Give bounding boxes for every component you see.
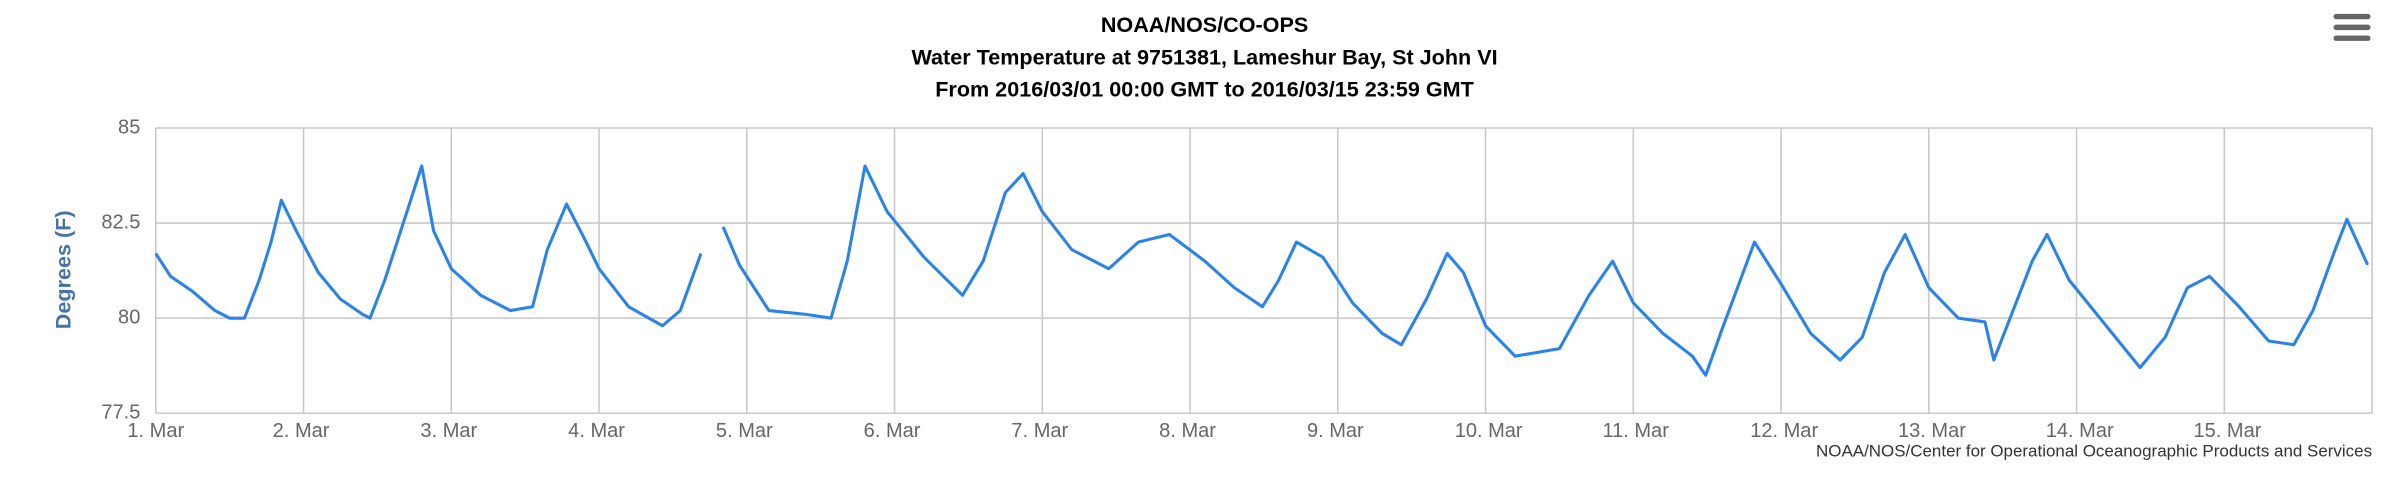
menu-button[interactable] bbox=[2333, 13, 2371, 41]
x-tick-label: 8. Mar bbox=[1159, 420, 1216, 442]
x-tick-label: 1. Mar bbox=[127, 420, 184, 442]
data-line bbox=[154, 164, 2370, 377]
x-tick-label: 13. Mar bbox=[1898, 420, 1966, 442]
menu-bar[interactable] bbox=[2333, 35, 2371, 41]
chart-subtitle: Water Temperature at 9751381, Lameshur B… bbox=[911, 44, 1497, 69]
x-tick-label: 14. Mar bbox=[2046, 420, 2114, 442]
x-tick-label: 10. Mar bbox=[1455, 420, 1523, 442]
x-tick-label: 6. Mar bbox=[864, 420, 921, 442]
chart-title: NOAA/NOS/CO-OPS bbox=[1101, 12, 1308, 37]
x-tick-label: 9. Mar bbox=[1307, 420, 1364, 442]
chart-subtitle: From 2016/03/01 00:00 GMT to 2016/03/15 … bbox=[935, 77, 1474, 102]
x-tick-label: 4. Mar bbox=[568, 420, 625, 442]
x-tick-label: 7. Mar bbox=[1011, 420, 1068, 442]
y-axis-label: Degrees (F) bbox=[50, 210, 75, 329]
credits: NOAA/NOS/Center for Operational Oceanogr… bbox=[1816, 441, 2372, 460]
y-tick-label: 77.5 bbox=[101, 402, 140, 424]
x-tick-label: 2. Mar bbox=[273, 420, 330, 442]
menu-bar[interactable] bbox=[2333, 13, 2371, 20]
x-tick-label: 15. Mar bbox=[2193, 420, 2261, 442]
x-tick-label: 5. Mar bbox=[716, 420, 773, 442]
y-tick-label: 85 bbox=[118, 116, 140, 138]
y-tick-label: 80 bbox=[118, 306, 140, 328]
y-tick-label: 82.5 bbox=[101, 211, 140, 233]
menu-bar[interactable] bbox=[2333, 24, 2371, 31]
x-tick-label: 12. Mar bbox=[1750, 420, 1818, 442]
x-tick-label: 11. Mar bbox=[1602, 420, 1669, 442]
x-tick-label: 3. Mar bbox=[420, 420, 477, 442]
